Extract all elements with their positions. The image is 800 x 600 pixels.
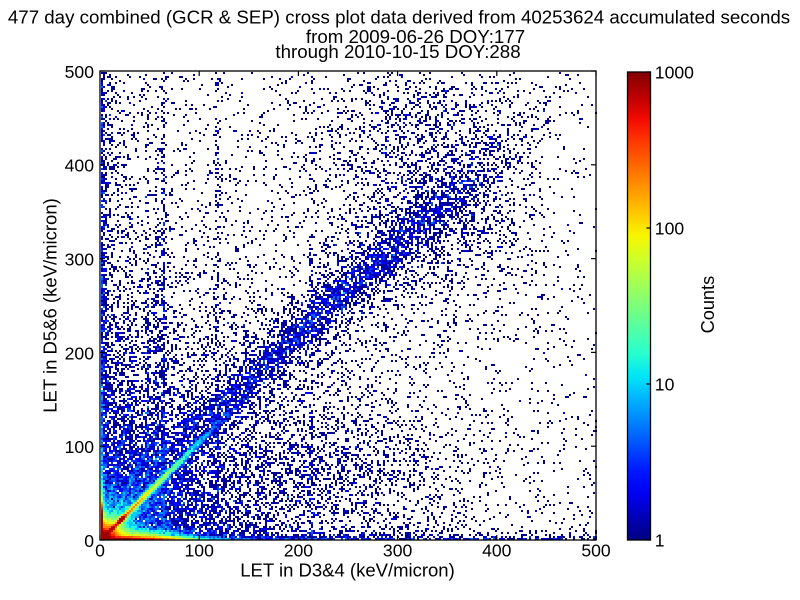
svg-text:300: 300 bbox=[65, 250, 95, 270]
svg-text:400: 400 bbox=[65, 156, 95, 176]
svg-text:477 day combined (GCR & SEP) c: 477 day combined (GCR & SEP) cross plot … bbox=[8, 6, 790, 27]
svg-text:1: 1 bbox=[655, 530, 665, 550]
svg-text:200: 200 bbox=[65, 343, 95, 363]
svg-text:300: 300 bbox=[383, 541, 413, 561]
svg-text:100: 100 bbox=[655, 218, 685, 238]
svg-text:10: 10 bbox=[655, 374, 675, 394]
svg-text:Counts: Counts bbox=[698, 276, 718, 334]
svg-text:0: 0 bbox=[95, 541, 105, 561]
svg-text:from 2009-06-26 DOY:177: from 2009-06-26 DOY:177 bbox=[306, 26, 525, 47]
svg-text:500: 500 bbox=[65, 62, 95, 82]
svg-text:1000: 1000 bbox=[655, 62, 694, 82]
svg-text:200: 200 bbox=[284, 541, 314, 561]
svg-text:LET in D3&4 (keV/micron): LET in D3&4 (keV/micron) bbox=[240, 560, 455, 581]
svg-text:through 2010-10-15 DOY:288: through 2010-10-15 DOY:288 bbox=[275, 41, 520, 62]
svg-text:0: 0 bbox=[84, 531, 94, 551]
svg-text:100: 100 bbox=[65, 437, 95, 457]
svg-text:100: 100 bbox=[185, 541, 215, 561]
svg-text:500: 500 bbox=[581, 541, 611, 561]
svg-text:400: 400 bbox=[482, 541, 512, 561]
svg-text:LET in D5&6 (keV/micron): LET in D5&6 (keV/micron) bbox=[40, 198, 61, 413]
